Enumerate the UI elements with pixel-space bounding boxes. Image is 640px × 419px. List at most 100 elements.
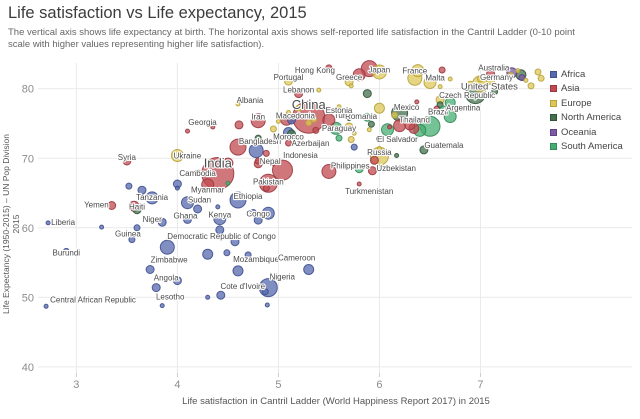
- data-point-romania[interactable]: [344, 122, 354, 132]
- data-point[interactable]: [366, 127, 372, 133]
- data-point[interactable]: [348, 83, 354, 89]
- data-point-sudan[interactable]: [181, 196, 194, 210]
- data-point[interactable]: [411, 64, 425, 78]
- data-point[interactable]: [305, 119, 313, 127]
- data-point[interactable]: [172, 276, 182, 286]
- data-point[interactable]: [133, 224, 141, 232]
- data-point[interactable]: [137, 185, 147, 195]
- data-point-zimbabwe[interactable]: [145, 265, 155, 274]
- data-point[interactable]: [515, 68, 521, 74]
- data-point[interactable]: [423, 76, 437, 89]
- data-point[interactable]: [444, 97, 456, 109]
- data-point[interactable]: [264, 302, 270, 308]
- data-point[interactable]: [287, 115, 296, 125]
- data-point-burundi[interactable]: [62, 247, 70, 255]
- data-point[interactable]: [350, 143, 358, 151]
- data-point-estonia[interactable]: [336, 104, 342, 110]
- data-point-macedonia[interactable]: [275, 118, 281, 124]
- data-point[interactable]: [354, 164, 364, 174]
- data-point-uzbekistan[interactable]: [367, 166, 377, 176]
- data-point[interactable]: [261, 288, 269, 296]
- data-point[interactable]: [369, 155, 379, 165]
- data-point[interactable]: [262, 184, 270, 192]
- data-point[interactable]: [362, 112, 372, 122]
- data-point[interactable]: [391, 111, 399, 119]
- legend-item-north-america[interactable]: North America: [550, 111, 623, 126]
- data-point[interactable]: [387, 124, 392, 130]
- data-point[interactable]: [367, 120, 375, 128]
- data-point[interactable]: [362, 89, 372, 99]
- data-point[interactable]: [310, 115, 318, 123]
- data-point[interactable]: [347, 136, 355, 143]
- data-point-hong-kong[interactable]: [325, 64, 333, 72]
- data-point-niger[interactable]: [157, 217, 167, 227]
- legend-item-south-america[interactable]: South America: [550, 140, 623, 155]
- data-point[interactable]: [518, 74, 526, 82]
- data-point[interactable]: [99, 224, 105, 230]
- data-point[interactable]: [312, 126, 320, 134]
- data-point[interactable]: [125, 182, 133, 190]
- legend-item-europe[interactable]: Europe: [550, 96, 623, 111]
- data-point-portugal[interactable]: [284, 76, 293, 86]
- data-point[interactable]: [230, 237, 240, 247]
- data-point[interactable]: [351, 130, 357, 136]
- data-point-lesotho[interactable]: [159, 303, 165, 309]
- data-point-indonesia[interactable]: [272, 159, 293, 181]
- data-point-georgia[interactable]: [185, 128, 190, 134]
- data-point[interactable]: [438, 66, 446, 74]
- data-point-guinea[interactable]: [128, 236, 136, 244]
- data-point[interactable]: [523, 77, 529, 83]
- data-point[interactable]: [376, 146, 382, 151]
- data-point[interactable]: [262, 149, 270, 157]
- data-point-philippines[interactable]: [321, 164, 337, 179]
- data-point[interactable]: [270, 161, 276, 167]
- data-point-haiti[interactable]: [132, 205, 142, 215]
- data-point-paraguay[interactable]: [335, 134, 343, 142]
- data-point-argentina[interactable]: [443, 110, 457, 123]
- data-point[interactable]: [346, 116, 352, 122]
- data-point[interactable]: [269, 125, 277, 133]
- data-point-tanzania[interactable]: [145, 191, 159, 205]
- data-point[interactable]: [507, 72, 515, 79]
- data-point-cote-d-ivoire[interactable]: [216, 290, 226, 300]
- data-point-cambodia[interactable]: [194, 169, 202, 177]
- data-point-myanmar[interactable]: [201, 178, 215, 192]
- data-point[interactable]: [371, 64, 387, 80]
- data-point-ethiopia[interactable]: [229, 191, 247, 209]
- data-point-cameroon[interactable]: [303, 264, 315, 275]
- data-point-el-salvador[interactable]: [375, 135, 383, 143]
- data-point[interactable]: [223, 249, 231, 257]
- data-point[interactable]: [404, 119, 416, 131]
- data-point[interactable]: [261, 206, 275, 220]
- data-point[interactable]: [486, 69, 496, 79]
- data-point-central-african-republic[interactable]: [43, 303, 49, 309]
- data-point[interactable]: [491, 88, 499, 95]
- data-point-angola[interactable]: [151, 283, 161, 293]
- data-point[interactable]: [222, 157, 234, 169]
- data-point[interactable]: [373, 102, 385, 114]
- legend-item-asia[interactable]: Asia: [550, 82, 623, 97]
- data-point[interactable]: [248, 143, 264, 159]
- data-point[interactable]: [439, 105, 447, 113]
- legend-item-oceania[interactable]: Oceania: [550, 125, 623, 140]
- data-point-mozambique[interactable]: [232, 265, 244, 277]
- data-point-iran[interactable]: [250, 113, 266, 129]
- data-point[interactable]: [215, 225, 225, 235]
- data-point-ukraine[interactable]: [170, 149, 184, 162]
- data-point[interactable]: [329, 121, 343, 135]
- data-point[interactable]: [477, 75, 484, 83]
- data-point[interactable]: [254, 157, 262, 165]
- data-point[interactable]: [316, 87, 322, 93]
- legend-item-africa[interactable]: Africa: [550, 67, 623, 82]
- data-point[interactable]: [394, 153, 400, 158]
- data-point[interactable]: [193, 204, 203, 214]
- data-point-yemen[interactable]: [107, 201, 117, 210]
- data-point[interactable]: [527, 82, 535, 90]
- data-point[interactable]: [234, 120, 244, 130]
- data-point-guatemala[interactable]: [419, 145, 429, 155]
- data-point-ghana[interactable]: [183, 214, 192, 224]
- data-point-albania[interactable]: [235, 101, 241, 107]
- data-point[interactable]: [254, 134, 262, 142]
- data-point[interactable]: [447, 76, 453, 82]
- data-point-congo[interactable]: [249, 209, 257, 216]
